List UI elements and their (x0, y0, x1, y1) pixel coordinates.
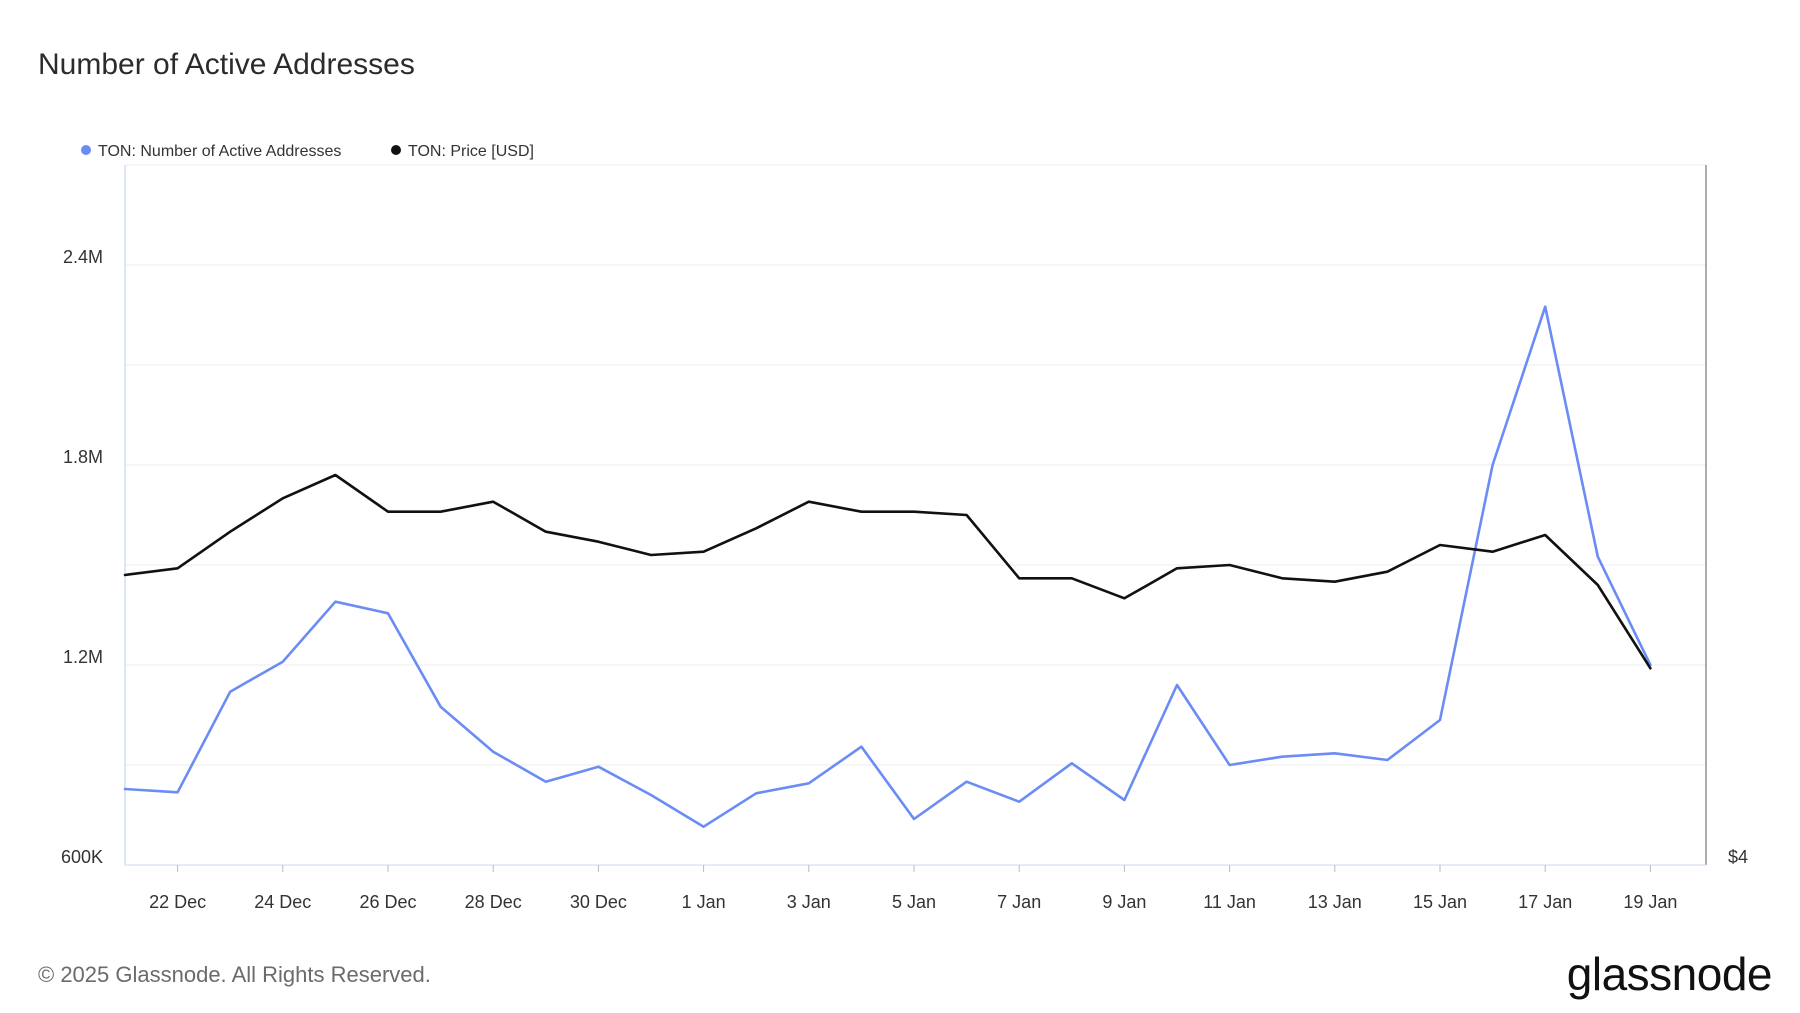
legend-item-2[interactable]: TON: Price [USD] (391, 143, 534, 160)
x-tick-label: 5 Jan (892, 892, 936, 912)
x-tick-label: 28 Dec (465, 892, 522, 912)
x-tick-label: 15 Jan (1413, 892, 1467, 912)
y-tick-label: 600K (61, 847, 103, 867)
x-tick-label: 19 Jan (1623, 892, 1677, 912)
y-tick-label: 1.8M (63, 447, 103, 467)
legend-marker (391, 145, 401, 155)
series-line-2 (123, 473, 1652, 670)
legend[interactable]: TON: Number of Active Addresses TON: Pric… (81, 143, 534, 160)
x-tick-label: 9 Jan (1102, 892, 1146, 912)
x-tick-label: 24 Dec (254, 892, 311, 912)
y-tick-label: 2.4M (63, 247, 103, 267)
chart-title: Number of Active Addresses (38, 48, 415, 81)
grid-layer (125, 164, 1706, 766)
series-layer (123, 305, 1652, 829)
x-tick-label: 22 Dec (149, 892, 206, 912)
series-line-1 (123, 305, 1652, 829)
axes-layer (124, 165, 1707, 866)
copyright-text: © 2025 Glassnode. All Rights Reserved. (38, 962, 431, 987)
legend-label: TON: Number of Active Addresses (98, 143, 341, 160)
legend-item-1[interactable]: TON: Number of Active Addresses (81, 143, 341, 160)
x-tick-label: 30 Dec (570, 892, 627, 912)
x-tick-label: 26 Dec (359, 892, 416, 912)
glassnode-logo: glassnode (1567, 948, 1772, 1000)
x-tick-label: 1 Jan (682, 892, 726, 912)
x-tick-label: 3 Jan (787, 892, 831, 912)
y-tick-label: 1.2M (63, 647, 103, 667)
x-tick-label: 7 Jan (997, 892, 1041, 912)
ticks-layer: 600K 1.2M 1.8M 2.4M $4 22 Dec 24 Dec 26 Dec 28 D… (61, 247, 1748, 912)
legend-label: TON: Price [USD] (408, 143, 534, 160)
x-tick-label: 13 Jan (1308, 892, 1362, 912)
legend-marker (81, 145, 91, 155)
x-tick-label: 17 Jan (1518, 892, 1572, 912)
x-tick-label: 11 Jan (1203, 892, 1256, 912)
y2-tick-label: $4 (1728, 847, 1748, 867)
